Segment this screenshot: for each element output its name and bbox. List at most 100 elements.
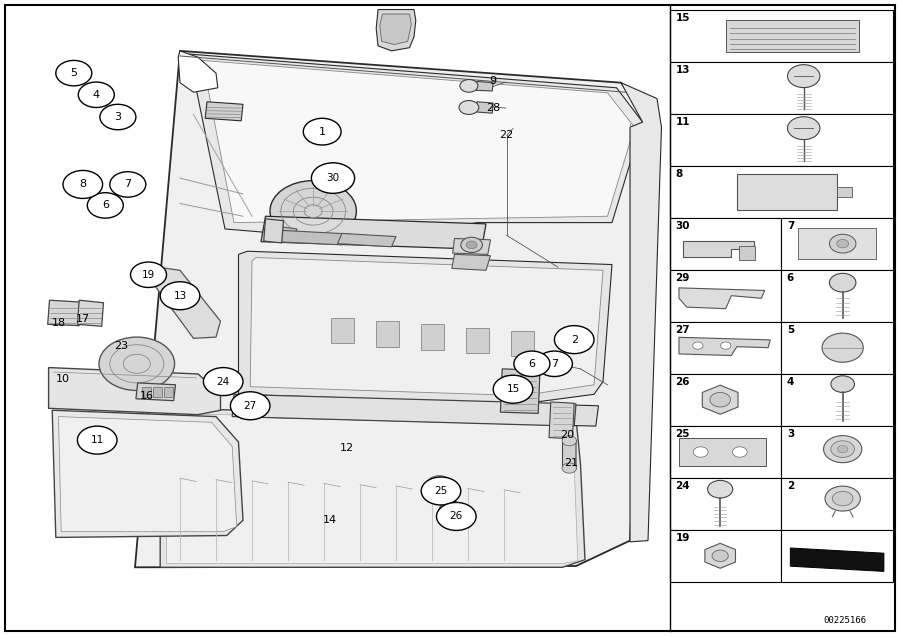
Circle shape (460, 80, 478, 92)
Circle shape (459, 100, 479, 114)
Bar (153, 387, 162, 397)
Text: 18: 18 (51, 318, 66, 328)
Bar (781, 478, 893, 530)
Circle shape (831, 376, 854, 392)
Polygon shape (702, 385, 738, 414)
Polygon shape (266, 225, 297, 238)
Circle shape (693, 342, 703, 349)
Text: 26: 26 (675, 377, 690, 387)
Bar (781, 374, 893, 425)
Circle shape (427, 476, 452, 494)
Circle shape (466, 241, 477, 249)
Circle shape (825, 486, 860, 511)
Bar (670, 114, 893, 165)
Text: 15: 15 (675, 13, 690, 23)
Bar (670, 478, 781, 530)
Bar (670, 374, 781, 425)
Bar (837, 187, 852, 197)
Circle shape (830, 234, 856, 253)
Text: 7: 7 (551, 359, 558, 369)
Polygon shape (562, 440, 576, 469)
Polygon shape (49, 368, 220, 415)
Circle shape (87, 193, 123, 218)
Text: 6: 6 (787, 273, 794, 283)
Circle shape (831, 441, 854, 457)
Text: 5: 5 (787, 325, 794, 335)
Circle shape (203, 368, 243, 396)
Bar (670, 218, 781, 270)
Polygon shape (683, 241, 753, 257)
Circle shape (56, 60, 92, 86)
Bar (781, 270, 893, 322)
Text: 17: 17 (76, 314, 90, 324)
Circle shape (710, 392, 731, 407)
Text: 9: 9 (490, 76, 497, 86)
Polygon shape (250, 258, 603, 396)
Text: 6: 6 (102, 200, 109, 211)
Text: 13: 13 (174, 291, 186, 301)
Polygon shape (453, 238, 490, 254)
Circle shape (832, 491, 853, 506)
Bar (670, 62, 893, 114)
Circle shape (303, 118, 341, 145)
Text: 8: 8 (79, 179, 86, 190)
Circle shape (461, 237, 482, 252)
Text: 12: 12 (339, 443, 354, 453)
Circle shape (230, 392, 270, 420)
Text: 28: 28 (486, 103, 500, 113)
Polygon shape (500, 369, 540, 413)
Circle shape (514, 351, 550, 377)
Circle shape (788, 65, 820, 88)
Circle shape (160, 282, 200, 310)
Text: 11: 11 (675, 117, 690, 127)
Text: 22: 22 (500, 130, 514, 141)
Text: 2: 2 (787, 481, 794, 491)
Circle shape (822, 333, 863, 363)
Text: 7: 7 (124, 179, 131, 190)
Bar (670, 425, 781, 478)
Bar (798, 228, 876, 259)
Polygon shape (338, 233, 396, 247)
Bar (466, 328, 489, 353)
Bar (739, 245, 755, 260)
Bar (679, 438, 766, 466)
Text: 8: 8 (675, 169, 683, 179)
Circle shape (838, 445, 848, 453)
Text: 13: 13 (675, 65, 690, 75)
Circle shape (712, 550, 728, 562)
Text: 3: 3 (787, 429, 794, 439)
Text: 27: 27 (675, 325, 690, 335)
Circle shape (707, 480, 733, 498)
Circle shape (562, 436, 577, 446)
Text: 2: 2 (571, 335, 578, 345)
Text: 4: 4 (93, 90, 100, 100)
Text: 26: 26 (450, 511, 463, 522)
Polygon shape (58, 417, 237, 532)
Bar (781, 218, 893, 270)
Text: 24: 24 (217, 377, 230, 387)
Text: 29: 29 (675, 273, 689, 283)
Polygon shape (232, 394, 576, 426)
Bar (725, 20, 860, 52)
Circle shape (837, 240, 849, 248)
Polygon shape (166, 413, 578, 563)
Circle shape (733, 447, 747, 457)
Text: 5: 5 (70, 68, 77, 78)
Bar (781, 530, 893, 582)
Circle shape (130, 262, 166, 287)
Polygon shape (178, 51, 218, 92)
Text: 19: 19 (675, 533, 689, 543)
Bar (331, 318, 354, 343)
Circle shape (536, 351, 572, 377)
Text: 30: 30 (675, 221, 690, 231)
Bar (164, 387, 173, 397)
Polygon shape (146, 267, 220, 338)
Text: 30: 30 (327, 173, 339, 183)
Text: 16: 16 (140, 391, 154, 401)
Bar (511, 331, 534, 356)
Circle shape (78, 82, 114, 107)
Circle shape (100, 104, 136, 130)
Polygon shape (621, 83, 662, 542)
Polygon shape (705, 543, 735, 569)
Polygon shape (238, 251, 612, 404)
